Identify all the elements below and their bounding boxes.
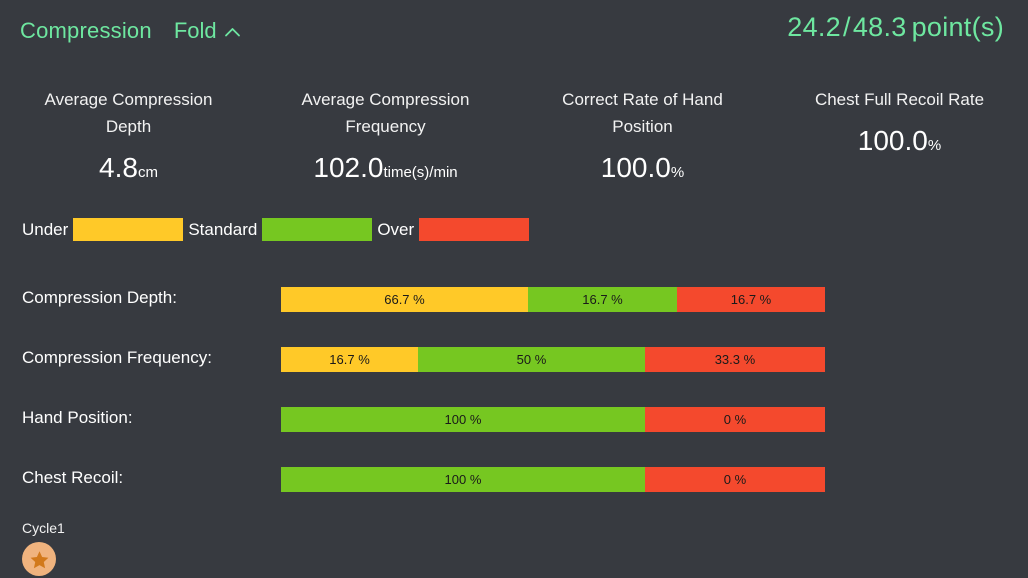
metric-card-hand-position-rate: Correct Rate of Hand Position 100.0%	[514, 86, 771, 184]
metric-number: 100.0	[600, 152, 671, 183]
metric-number: 100.0	[857, 125, 928, 156]
bar-segment-standard[interactable]: 100 %	[281, 467, 645, 492]
page-title[interactable]: Compression	[20, 18, 152, 43]
fold-label: Fold	[173, 18, 217, 43]
chevron-up-icon	[224, 24, 241, 41]
metric-value: 100.0%	[514, 152, 771, 184]
stacked-bar: 100 % 0 %	[281, 467, 825, 492]
bar-row: Compression Frequency: 16.7 % 50 % 33.3 %	[0, 342, 1028, 402]
star-icon	[29, 549, 50, 570]
metric-cards: Average Compression Depth 4.8cm Average …	[0, 86, 1028, 184]
header-left-group: Compression Fold	[0, 18, 241, 44]
bar-segment-standard[interactable]: 100 %	[281, 407, 645, 432]
metric-label: Correct Rate of Hand Position	[562, 90, 723, 136]
bar-segment-over[interactable]: 33.3 %	[644, 347, 825, 372]
legend-label-under: Under	[22, 219, 69, 239]
bar-row-label: Compression Depth:	[22, 288, 177, 307]
metric-card-compression-frequency: Average Compression Frequency 102.0time(…	[257, 86, 514, 184]
bar-row-label: Hand Position:	[22, 408, 133, 427]
bar-row: Compression Depth: 66.7 % 16.7 % 16.7 %	[0, 282, 1028, 342]
metric-card-chest-recoil-rate: Chest Full Recoil Rate 100.0%	[771, 86, 1028, 184]
metric-unit: cm	[137, 164, 158, 181]
page-header: Compression Fold	[0, 0, 1028, 62]
cycle-indicator[interactable]: Cycle1	[22, 520, 65, 576]
score-separator: /	[843, 12, 851, 42]
bar-row: Hand Position: 100 % 0 %	[0, 402, 1028, 462]
legend-label-standard: Standard	[188, 219, 258, 239]
stacked-bar-chart: Compression Depth: 66.7 % 16.7 % 16.7 % Comp…	[0, 282, 1028, 522]
bar-segment-standard[interactable]: 16.7 %	[527, 287, 678, 312]
score-unit: point(s)	[911, 12, 1004, 42]
chart-legend: Under Standard Over	[22, 218, 534, 241]
bar-row-label: Chest Recoil:	[22, 468, 124, 487]
metric-value: 100.0%	[771, 125, 1028, 157]
fold-toggle-button[interactable]: Fold	[174, 18, 241, 44]
metric-label: Average Compression Depth	[44, 90, 213, 136]
legend-swatch-standard	[262, 218, 373, 241]
stacked-bar: 66.7 % 16.7 % 16.7 %	[281, 287, 825, 312]
metric-unit: %	[670, 164, 685, 181]
metric-card-compression-depth: Average Compression Depth 4.8cm	[0, 86, 257, 184]
bar-segment-over[interactable]: 16.7 %	[677, 287, 825, 312]
metric-label: Average Compression Frequency	[301, 90, 470, 136]
score-total: 48.3	[852, 12, 907, 42]
metric-value: 102.0time(s)/min	[257, 152, 514, 184]
legend-swatch-under	[73, 218, 184, 241]
legend-label-over: Over	[377, 219, 415, 239]
stacked-bar: 16.7 % 50 % 33.3 %	[281, 347, 825, 372]
score-display: 24.2/48.3 point(s)	[787, 12, 1004, 43]
bar-segment-standard[interactable]: 50 %	[418, 347, 645, 372]
metric-unit: %	[927, 137, 942, 154]
legend-swatch-over	[419, 218, 530, 241]
metric-unit: time(s)/min	[383, 164, 458, 181]
cycle-badge[interactable]	[22, 542, 56, 576]
metric-value: 4.8cm	[0, 152, 257, 184]
bar-segment-over[interactable]: 0 %	[644, 467, 825, 492]
metric-number: 4.8	[99, 152, 138, 183]
cycle-label: Cycle1	[22, 520, 65, 536]
metric-label: Chest Full Recoil Rate	[814, 90, 985, 109]
metric-number: 102.0	[313, 152, 384, 183]
bar-segment-under[interactable]: 66.7 %	[281, 287, 528, 312]
bar-segment-under[interactable]: 16.7 %	[281, 347, 419, 372]
score-current: 24.2	[787, 12, 841, 42]
stacked-bar: 100 % 0 %	[281, 407, 825, 432]
bar-segment-over[interactable]: 0 %	[644, 407, 825, 432]
bar-row: Chest Recoil: 100 % 0 %	[0, 462, 1028, 522]
bar-row-label: Compression Frequency:	[22, 348, 212, 367]
